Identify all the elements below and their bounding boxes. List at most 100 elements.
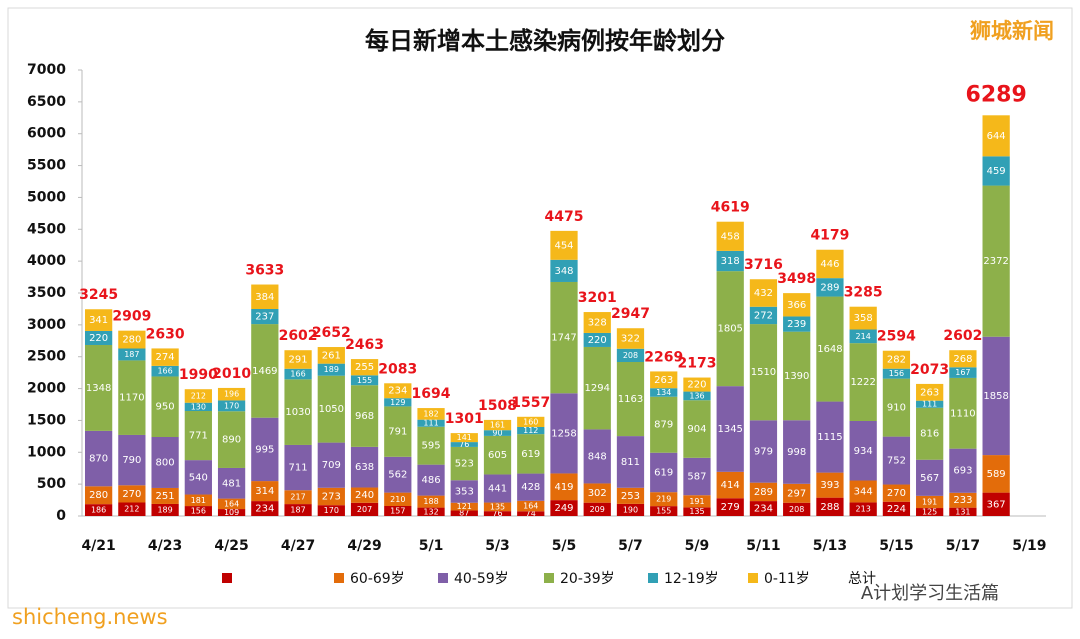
bar-segment	[284, 444, 312, 491]
total-label: 2947	[611, 306, 650, 322]
bar-segment	[849, 502, 877, 516]
data-label: 1030	[285, 407, 310, 418]
y-tick-label: 2500	[27, 349, 66, 365]
data-label: 414	[721, 480, 740, 491]
data-label: 249	[554, 503, 573, 514]
x-tick-label: 5/11	[746, 538, 780, 554]
data-label: 458	[721, 231, 740, 242]
bar-segment	[683, 495, 711, 508]
bar-segment	[350, 385, 379, 447]
bar-segment	[583, 502, 611, 516]
total-label: 1301	[445, 411, 484, 427]
data-label: 188	[423, 497, 438, 506]
x-tick-label: 4/21	[81, 538, 115, 554]
bar-segment	[650, 388, 678, 397]
bar-segment	[84, 504, 113, 516]
data-label: 131	[955, 507, 970, 516]
legend-swatch	[544, 573, 554, 583]
data-label: 289	[754, 487, 773, 498]
total-label: 2602	[279, 328, 318, 344]
data-label: 191	[689, 497, 704, 506]
y-tick-label: 500	[37, 476, 66, 492]
bar-segment	[783, 316, 811, 332]
bar-segment	[384, 492, 412, 506]
data-label: 297	[787, 488, 806, 499]
bar-segment	[251, 324, 279, 418]
data-label: 904	[687, 424, 706, 435]
data-label: 112	[523, 426, 538, 435]
y-tick-label: 4500	[27, 221, 66, 237]
data-label: 384	[255, 292, 274, 303]
data-label: 134	[656, 388, 671, 397]
bar-segment	[916, 495, 944, 509]
legend-swatch	[648, 573, 658, 583]
data-label: 224	[887, 504, 906, 515]
data-label: 950	[156, 402, 175, 413]
bar-segment	[749, 482, 778, 502]
y-tick-label: 6000	[27, 126, 66, 142]
data-label: 74	[526, 509, 536, 518]
data-label: 161	[490, 421, 505, 430]
bar-segment	[583, 332, 611, 347]
data-label: 157	[390, 506, 405, 515]
data-label: 638	[355, 462, 374, 473]
bar-segment	[151, 376, 179, 437]
data-label: 181	[191, 496, 206, 505]
data-label: 282	[887, 355, 906, 366]
data-label: 771	[189, 431, 208, 442]
y-tick-label: 1500	[27, 412, 66, 428]
data-label: 523	[455, 459, 474, 470]
bar-segment	[749, 324, 778, 421]
bar-segment	[118, 348, 146, 361]
bar-segment	[417, 507, 445, 516]
y-tick-label: 5000	[27, 189, 66, 205]
data-label: 156	[191, 507, 206, 516]
total-label: 1990	[179, 367, 218, 383]
legend-label: 12-19岁	[664, 571, 719, 587]
data-label: 341	[89, 315, 108, 326]
x-tick-label: 5/7	[618, 538, 643, 554]
data-label: 136	[689, 391, 704, 400]
bar-segment	[916, 400, 944, 408]
data-label: 995	[255, 444, 274, 455]
legend-label: 总计	[848, 571, 876, 587]
data-label: 619	[521, 449, 540, 460]
data-label: 428	[521, 482, 540, 493]
bar-segment	[151, 503, 179, 516]
data-label: 419	[554, 482, 573, 493]
data-label: 237	[255, 312, 274, 323]
bar-segment	[949, 492, 977, 508]
x-tick-label: 5/19	[1012, 538, 1046, 554]
data-label: 890	[222, 435, 241, 446]
bar-segment	[949, 350, 977, 368]
data-label: 1294	[585, 383, 610, 394]
data-label: 160	[523, 417, 538, 426]
bar-segment	[317, 375, 345, 443]
bar-segment	[217, 387, 246, 401]
bar-segment	[350, 487, 379, 503]
bar-segment	[616, 503, 645, 516]
bar-segment	[550, 473, 578, 501]
data-label: 156	[889, 369, 904, 378]
data-label: 76	[459, 440, 469, 449]
bar-segment	[483, 419, 512, 431]
legend-label: 20-39岁	[560, 571, 615, 587]
x-tick-label: 5/17	[946, 538, 980, 554]
data-label: 358	[854, 313, 873, 324]
bar-segment	[683, 377, 711, 392]
total-label: 2630	[146, 326, 185, 342]
credit: A计划学习生活篇	[861, 583, 999, 604]
x-tick-label: 5/9	[685, 538, 710, 554]
bar-segment	[251, 481, 279, 502]
total-label: 4619	[711, 200, 750, 216]
legend-swatch	[334, 573, 344, 583]
bar-segment	[118, 330, 146, 349]
data-label: 141	[457, 433, 472, 442]
data-label: 1348	[86, 383, 111, 394]
data-label: 274	[156, 352, 175, 363]
data-label: 263	[654, 375, 673, 386]
bar-segment	[450, 510, 478, 516]
data-label: 129	[390, 398, 405, 407]
x-tick-label: 4/23	[148, 538, 182, 554]
bar-segment	[816, 249, 844, 279]
